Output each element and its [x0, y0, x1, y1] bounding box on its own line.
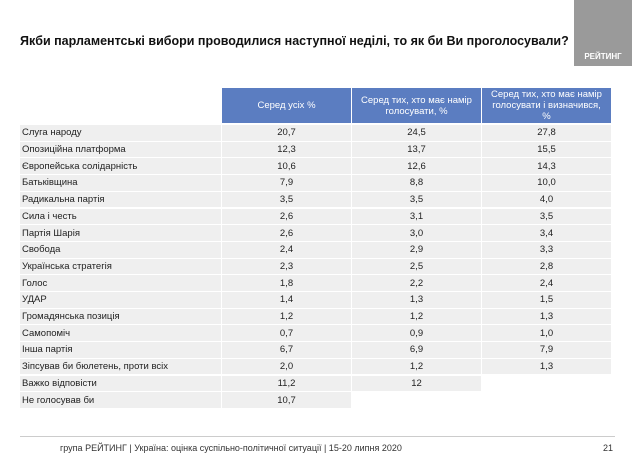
row-label: Громадянська позиція [20, 308, 221, 325]
row-label: Європейська солідарність [20, 158, 221, 175]
row-label: Свобода [20, 241, 221, 258]
row-label: Зіпсував би бюлетень, проти всіх [20, 358, 221, 375]
row-label: Голос [20, 275, 221, 291]
cell-value: 1,3 [352, 292, 481, 308]
cell-value: 3,5 [222, 191, 351, 208]
row-label: Сила і честь [20, 208, 221, 225]
cell-value: 3,5 [352, 191, 481, 208]
cell-value: 2,3 [222, 258, 351, 275]
cell-value: 1,0 [482, 325, 611, 342]
cell-value: 2,4 [222, 241, 351, 258]
cell-value: 2,8 [482, 258, 611, 275]
cell-value: 20,7 [222, 125, 351, 141]
cell-value: 11,2 [222, 375, 351, 392]
footer-rule [20, 436, 615, 437]
cell-value: 1,2 [352, 358, 481, 375]
column-header: Серед тих, хто має намір голосувати, % [352, 88, 481, 123]
cell-value: 8,8 [352, 175, 481, 191]
cell-value: 2,9 [352, 241, 481, 258]
row-label: Важко відповісти [20, 375, 221, 392]
cell-value: 12,3 [222, 141, 351, 158]
row-label: Радикальна партія [20, 191, 221, 208]
cell-value: 6,9 [352, 342, 481, 358]
cell-value: 24,5 [352, 125, 481, 141]
cell-value: 2,0 [222, 358, 351, 375]
cell-value: 27,8 [482, 125, 611, 141]
cell-value: 3,4 [482, 225, 611, 241]
column-header: Серед усіх % [222, 88, 351, 123]
cell-value: 3,1 [352, 208, 481, 225]
cell-value: 4,0 [482, 191, 611, 208]
cell-value: 10,0 [482, 175, 611, 191]
cell-value: 7,9 [222, 175, 351, 191]
cell-value: 2,6 [222, 208, 351, 225]
footer-source: група РЕЙТИНГ | Україна: оцінка суспільн… [60, 443, 402, 453]
cell-value: 0,9 [352, 325, 481, 342]
cell-value: 3,0 [352, 225, 481, 241]
cell-value: 3,3 [482, 241, 611, 258]
cell-value: 3,5 [482, 208, 611, 225]
cell-value: 13,7 [352, 141, 481, 158]
cell-value: 1,4 [222, 292, 351, 308]
row-label: УДАР [20, 292, 221, 308]
cell-value: 1,8 [222, 275, 351, 291]
cell-value: 12 [352, 375, 481, 392]
cell-value: 1,3 [482, 358, 611, 375]
column-header: Серед тих, хто має намір голосувати і ви… [482, 88, 611, 123]
logo: РЕЙТИНГ [574, 0, 632, 66]
cell-value: 10,6 [222, 158, 351, 175]
row-label: Не голосував би [20, 392, 221, 408]
cell-value: 2,5 [352, 258, 481, 275]
cell-value: 10,7 [222, 392, 351, 408]
row-label: Українська стратегія [20, 258, 221, 275]
cell-value: 12,6 [352, 158, 481, 175]
page-number: 21 [603, 443, 614, 453]
title: Якби парламентські вибори проводилися на… [20, 34, 569, 48]
row-label: Партія Шарія [20, 225, 221, 241]
cell-value: 1,3 [482, 308, 611, 325]
row-label: Самопоміч [20, 325, 221, 342]
row-label: Батьківщина [20, 175, 221, 191]
cell-value: 7,9 [482, 342, 611, 358]
cell-value: 2,4 [482, 275, 611, 291]
cell-value: 1,5 [482, 292, 611, 308]
cell-value: 15,5 [482, 141, 611, 158]
cell-value: 2,6 [222, 225, 351, 241]
row-label: Слуга народу [20, 125, 221, 141]
cell-value: 0,7 [222, 325, 351, 342]
cell-value: 1,2 [352, 308, 481, 325]
cell-value: 14,3 [482, 158, 611, 175]
cell-value: 2,2 [352, 275, 481, 291]
cell-value: 6,7 [222, 342, 351, 358]
cell-value: 1,2 [222, 308, 351, 325]
row-label: Інша партія [20, 342, 221, 358]
row-label: Опозиційна платформа [20, 141, 221, 158]
